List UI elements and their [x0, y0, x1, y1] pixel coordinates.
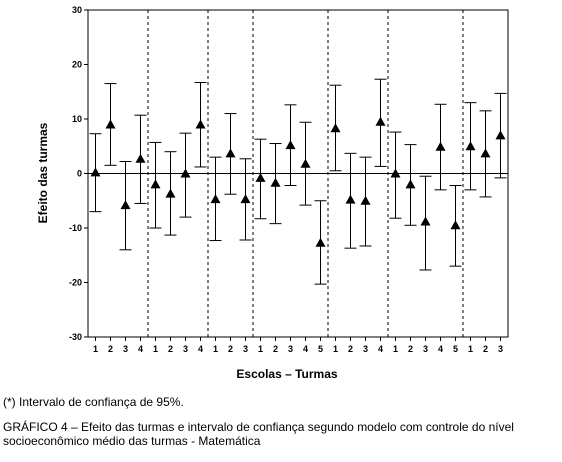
x-tick-label: 2 — [228, 344, 233, 354]
data-point-triangle — [375, 116, 386, 126]
x-tick-label: 4 — [198, 344, 203, 354]
x-tick-label: 2 — [483, 344, 488, 354]
x-tick-label: 1 — [258, 344, 263, 354]
x-tick-label: 3 — [423, 344, 428, 354]
x-tick-label: 2 — [348, 344, 353, 354]
x-tick-label: 3 — [288, 344, 293, 354]
x-tick-label: 4 — [438, 344, 443, 354]
x-tick-label: 3 — [363, 344, 368, 354]
footnote: (*) Intervalo de confiança de 95%. — [3, 395, 184, 409]
data-point-triangle — [165, 188, 176, 198]
x-tick-label: 2 — [408, 344, 413, 354]
data-point-triangle — [90, 167, 101, 177]
x-tick-label: 1 — [153, 344, 158, 354]
data-point-triangle — [435, 141, 446, 151]
x-tick-label: 2 — [273, 344, 278, 354]
data-point-triangle — [285, 140, 296, 150]
x-tick-label: 1 — [333, 344, 338, 354]
x-tick-label: 3 — [498, 344, 503, 354]
x-tick-label: 3 — [123, 344, 128, 354]
data-point-triangle — [405, 179, 416, 189]
x-tick-label: 5 — [453, 344, 458, 354]
x-tick-label: 3 — [183, 344, 188, 354]
x-tick-label: 3 — [243, 344, 248, 354]
y-tick-label: 10 — [72, 114, 82, 124]
y-tick-label: 30 — [72, 5, 82, 15]
y-axis: 30 20 10 0 -10 -20 -30 — [69, 5, 88, 342]
data-point-triangle — [480, 148, 491, 158]
data-point-triangle — [420, 216, 431, 226]
x-tick-label: 4 — [138, 344, 143, 354]
y-tick-label: 0 — [77, 169, 82, 179]
data-point-triangle — [360, 195, 371, 205]
data-point-triangle — [135, 153, 146, 163]
y-tick-label: -20 — [69, 278, 82, 288]
data-point-triangle — [210, 194, 221, 204]
x-tick-label: 5 — [318, 344, 323, 354]
x-tick-label: 2 — [168, 344, 173, 354]
data-point-triangle — [150, 179, 161, 189]
data-point-triangle — [180, 168, 191, 178]
y-axis-title: Efeito das turmas — [36, 122, 50, 223]
data-point-triangle — [315, 237, 326, 247]
data-point-triangle — [105, 119, 116, 129]
y-tick-label: 20 — [72, 60, 82, 70]
data-point-triangle — [255, 172, 266, 182]
x-tick-label: 2 — [108, 344, 113, 354]
group-separators — [147, 10, 464, 337]
data-point-triangle — [240, 194, 251, 204]
data-point-triangle — [300, 158, 311, 168]
y-tick-label: -10 — [69, 223, 82, 233]
x-tick-label: 1 — [468, 344, 473, 354]
x-tick-label: 4 — [303, 344, 308, 354]
data-point-triangle — [450, 220, 461, 230]
x-tick-label: 1 — [393, 344, 398, 354]
data-point-triangle — [390, 168, 401, 178]
data-point-triangle — [465, 141, 476, 151]
data-point-triangle — [330, 123, 341, 133]
data-point-triangle — [195, 119, 206, 129]
figure-caption: GRÁFICO 4 – Efeito das turmas e interval… — [3, 420, 514, 448]
x-tick-label: 1 — [213, 344, 218, 354]
data-point-triangle — [345, 194, 356, 204]
data-point-triangle — [225, 148, 236, 158]
x-tick-label: 1 — [93, 344, 98, 354]
x-tick-label: 4 — [378, 344, 383, 354]
data-point-triangle — [495, 130, 506, 140]
data-point-triangle — [270, 177, 281, 187]
x-axis-title: Escolas – Turmas — [236, 367, 337, 381]
data-point-triangle — [120, 200, 131, 210]
y-tick-label: -30 — [69, 332, 82, 342]
data-marks — [89, 78, 507, 285]
